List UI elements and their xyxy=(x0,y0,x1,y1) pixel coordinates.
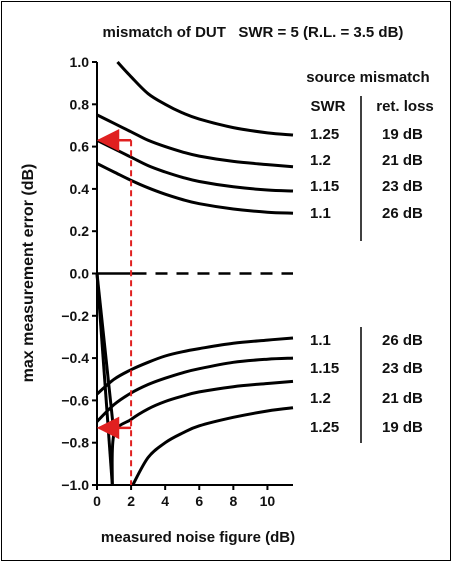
series-line xyxy=(96,162,294,215)
series-line xyxy=(131,406,294,486)
series-line xyxy=(110,379,294,486)
red-annotation xyxy=(96,129,133,485)
legend-swr-value: 1.15 xyxy=(310,360,339,377)
x-tick-label: 6 xyxy=(195,493,203,509)
legend-ret-loss-value: 19 dB xyxy=(382,126,423,143)
y-tick-label: −0.4 xyxy=(61,350,89,366)
y-tick-label: −0.2 xyxy=(61,308,89,324)
series-line xyxy=(95,356,294,423)
x-tick-label: 10 xyxy=(260,493,276,509)
y-tick-label: 1.0 xyxy=(70,54,90,70)
y-axis-label: max measurement error (dB) xyxy=(20,164,37,383)
source-mismatch-legend: source mismatch SWR ret. loss 1.25 19 dB 1… xyxy=(306,69,434,443)
legend-ret-loss-value: 21 dB xyxy=(382,390,423,407)
legend-swr-value: 1.1 xyxy=(310,332,331,349)
series-line xyxy=(95,336,294,396)
legend-ret-loss-value: 26 dB xyxy=(382,205,423,222)
y-ticks: 1.0 0.8 0.6 0.4 0.2 0.0 −0.2 −0.4 −0.6 −0.8 −1.0 xyxy=(61,54,97,493)
x-ticks: 0 2 4 6 8 10 xyxy=(93,485,275,509)
chart-title: mismatch of DUT SWR = 5 (R.L. = 3.5 dB) xyxy=(103,24,404,41)
x-axis-label: measured noise figure (dB) xyxy=(101,529,295,546)
y-tick-label: 0.6 xyxy=(70,139,90,155)
y-tick-label: −0.8 xyxy=(61,435,89,451)
legend-ret-loss-value: 26 dB xyxy=(382,332,423,349)
legend-swr-value: 1.25 xyxy=(310,419,339,436)
x-tick-label: 4 xyxy=(161,493,169,509)
legend-ret-loss-value: 23 dB xyxy=(382,178,423,195)
convergence-line xyxy=(95,273,116,435)
y-tick-label: −0.6 xyxy=(61,392,89,408)
legend-swr-value: 1.15 xyxy=(310,178,339,195)
y-tick-label: −1.0 xyxy=(61,477,89,493)
legend-ret-loss-value: 21 dB xyxy=(382,152,423,169)
y-tick-label: 0.2 xyxy=(70,223,90,239)
y-tick-label: 0.8 xyxy=(70,96,90,112)
y-tick-label: 0.4 xyxy=(70,181,90,197)
x-tick-label: 0 xyxy=(93,493,101,509)
series-line xyxy=(116,61,294,137)
legend-swr-value: 1.2 xyxy=(310,390,331,407)
x-tick-label: 8 xyxy=(229,493,237,509)
legend-heading: source mismatch xyxy=(306,69,429,86)
legend-ret-loss-value: 23 dB xyxy=(382,360,423,377)
legend-swr-value: 1.2 xyxy=(310,152,331,169)
series-line xyxy=(96,138,294,193)
legend-swr-heading: SWR xyxy=(311,98,346,115)
curves xyxy=(95,61,294,486)
legend-ret-loss-heading: ret. loss xyxy=(376,98,434,115)
y-tick-label: 0.0 xyxy=(70,266,90,282)
x-tick-label: 2 xyxy=(127,493,135,509)
legend-ret-loss-value: 19 dB xyxy=(382,419,423,436)
legend-swr-value: 1.25 xyxy=(310,126,339,143)
series-line xyxy=(96,113,294,169)
legend-swr-value: 1.1 xyxy=(310,205,331,222)
